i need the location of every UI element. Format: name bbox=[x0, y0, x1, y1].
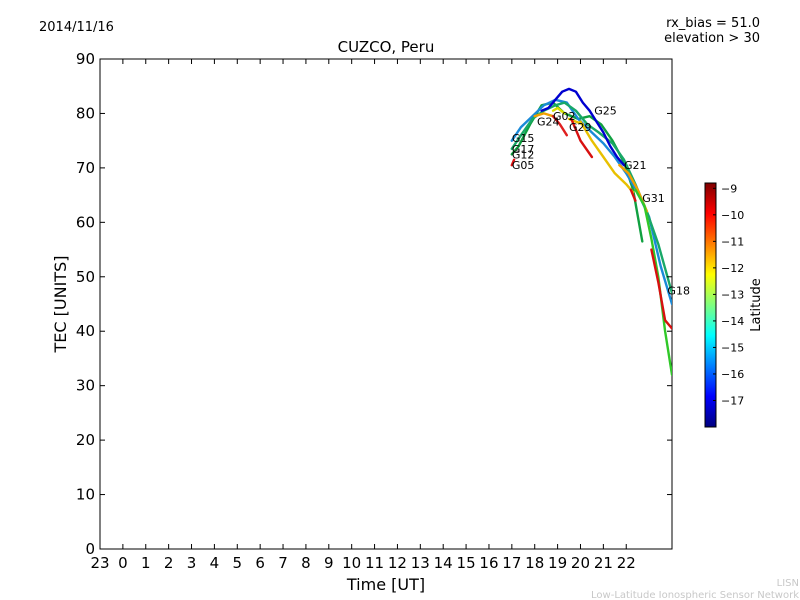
x-tick-label: 23 bbox=[90, 554, 109, 572]
x-tick-label: 18 bbox=[525, 554, 544, 572]
x-tick-label: 19 bbox=[548, 554, 567, 572]
y-tick-label: 60 bbox=[76, 213, 95, 231]
x-tick-label: 14 bbox=[434, 554, 453, 572]
colorbar-tick-label: −16 bbox=[721, 368, 744, 381]
colorbar-tick-label: −15 bbox=[721, 341, 744, 354]
x-tick-label: 7 bbox=[278, 554, 288, 572]
satellite-label-g02: G02 bbox=[553, 110, 576, 123]
colorbar-ticks: −9 −10 −11 −12 −13 −14 −15 −16 −17 bbox=[713, 182, 744, 407]
x-tick-label: 10 bbox=[342, 554, 361, 572]
x-tick-label: 3 bbox=[187, 554, 197, 572]
y-axis-label: TEC [UNITS] bbox=[51, 256, 70, 354]
colorbar bbox=[704, 182, 717, 428]
rx-bias-label: rx_bias = 51.0 bbox=[666, 16, 760, 31]
x-axis: 23 0 1 2 3 4 5 6 7 8 9 10 11 12 13 14 15 16 17 18 19 20 21 22 bbox=[90, 59, 636, 572]
y-tick-label: 80 bbox=[76, 104, 95, 122]
x-tick-label: 15 bbox=[457, 554, 476, 572]
series-line-g18b bbox=[650, 248, 672, 330]
y-tick-label: 30 bbox=[76, 377, 95, 395]
satellite-label-g25: G25 bbox=[594, 105, 617, 118]
satellite-label-g21: G21 bbox=[624, 159, 647, 172]
x-tick-label: 4 bbox=[210, 554, 220, 572]
plot-area bbox=[99, 58, 673, 550]
y-tick-label: 70 bbox=[76, 159, 95, 177]
series-line-g02 bbox=[551, 106, 566, 115]
series-line-g18 bbox=[634, 188, 672, 376]
y-tick-label: 50 bbox=[76, 268, 95, 286]
x-tick-label: 16 bbox=[479, 554, 498, 572]
x-tick-label: 20 bbox=[571, 554, 590, 572]
x-tick-label: 8 bbox=[301, 554, 311, 572]
satellite-label-g18: G18 bbox=[667, 284, 690, 297]
series-line-g31 bbox=[629, 188, 637, 202]
x-tick-label: 21 bbox=[594, 554, 613, 572]
satellite-label-g31: G31 bbox=[642, 192, 665, 205]
satellite-label-g29: G29 bbox=[569, 121, 592, 134]
x-tick-label: 0 bbox=[118, 554, 128, 572]
x-tick-label: 9 bbox=[324, 554, 334, 572]
x-tick-label: 17 bbox=[502, 554, 521, 572]
series-line-g24 bbox=[533, 112, 555, 118]
date-label: 2014/11/16 bbox=[39, 20, 114, 35]
colorbar-tick-label: −11 bbox=[721, 235, 744, 248]
satellite-label-g12: G12 bbox=[512, 148, 535, 161]
colorbar-label: Latitude bbox=[749, 278, 764, 332]
x-tick-label: 1 bbox=[141, 554, 151, 572]
colorbar-tick-label: −12 bbox=[721, 262, 744, 275]
colorbar-tick-label: −13 bbox=[721, 288, 744, 301]
series-line-g21 bbox=[579, 120, 635, 194]
x-tick-label: 13 bbox=[411, 554, 430, 572]
series-line-g24b bbox=[551, 115, 568, 137]
colorbar-tick-label: −9 bbox=[721, 182, 737, 195]
series-line-g05 bbox=[510, 158, 516, 167]
y-tick-label: 40 bbox=[76, 322, 95, 340]
colorbar-tick-label: −17 bbox=[721, 394, 744, 407]
series-line-g25 bbox=[540, 87, 626, 167]
x-tick-label: 12 bbox=[388, 554, 407, 572]
y-axis: 0 10 20 30 40 50 60 70 80 90 bbox=[76, 50, 672, 558]
elevation-label: elevation > 30 bbox=[664, 31, 760, 46]
y-tick-label: 20 bbox=[76, 431, 95, 449]
x-tick-label: 22 bbox=[617, 554, 636, 572]
satellite-label-g17: G17 bbox=[512, 143, 535, 156]
satellite-label-g15: G15 bbox=[512, 132, 535, 145]
y-tick-label: 10 bbox=[76, 486, 95, 504]
satellite-label-g05: G05 bbox=[512, 159, 535, 172]
x-tick-label: 5 bbox=[233, 554, 243, 572]
watermark-lisn: LISN bbox=[777, 578, 799, 589]
watermark-network: Low-Latitude Ionospheric Sensor Network bbox=[591, 590, 799, 600]
satellite-label-g24: G24 bbox=[537, 116, 560, 129]
y-tick-label: 0 bbox=[85, 540, 95, 558]
series-layer bbox=[510, 87, 672, 376]
x-tick-label: 11 bbox=[365, 554, 384, 572]
y-tick-label: 90 bbox=[76, 50, 95, 68]
chart-title: CUZCO, Peru bbox=[338, 38, 435, 56]
series-line-g29b bbox=[570, 117, 594, 159]
x-tick-label: 2 bbox=[164, 554, 174, 572]
x-tick-label: 6 bbox=[255, 554, 265, 572]
x-axis-label: Time [UT] bbox=[346, 575, 425, 594]
colorbar-tick-label: −10 bbox=[721, 209, 744, 222]
colorbar-tick-label: −14 bbox=[721, 315, 744, 328]
